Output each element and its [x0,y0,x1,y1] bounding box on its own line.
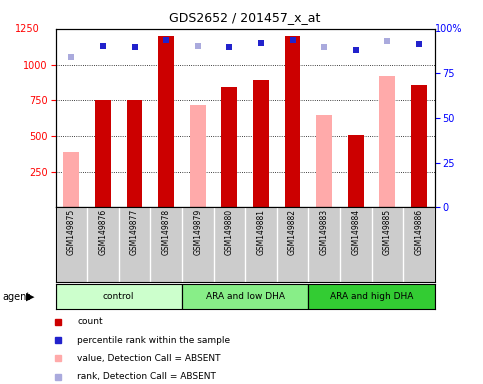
Text: 1250: 1250 [15,24,40,34]
Point [289,36,297,43]
Text: ARA and high DHA: ARA and high DHA [330,292,413,301]
Text: GSM149877: GSM149877 [130,209,139,255]
Point [257,40,265,46]
Point [162,36,170,43]
Text: rank, Detection Call = ABSENT: rank, Detection Call = ABSENT [77,372,216,381]
Bar [182,284,308,309]
Text: GSM149875: GSM149875 [67,209,76,255]
Text: GDS2652 / 201457_x_at: GDS2652 / 201457_x_at [170,12,321,25]
Text: GSM149879: GSM149879 [193,209,202,255]
Point [68,54,75,60]
Text: GSM149880: GSM149880 [225,209,234,255]
Text: GSM149881: GSM149881 [256,209,266,255]
Text: GSM149882: GSM149882 [288,209,297,255]
Bar [380,76,395,207]
Point [131,44,139,50]
Text: GSM149886: GSM149886 [414,209,424,255]
Text: count: count [77,318,103,326]
Bar [284,36,300,207]
Bar [308,284,435,309]
Bar [63,152,79,207]
Bar [348,134,364,207]
Text: percentile rank within the sample: percentile rank within the sample [77,336,230,345]
Point [384,38,391,44]
Point [352,46,359,53]
Point [226,43,233,50]
Bar [190,104,206,207]
Bar [411,84,427,207]
Text: control: control [103,292,134,301]
Point [320,44,328,50]
Text: value, Detection Call = ABSENT: value, Detection Call = ABSENT [77,354,221,363]
Text: GSM149878: GSM149878 [162,209,170,255]
Bar [253,80,269,207]
Text: GSM149876: GSM149876 [99,209,107,255]
Point [99,43,107,49]
Text: agent: agent [2,291,30,302]
Text: 100%: 100% [435,24,462,34]
Bar [127,100,142,207]
Text: GSM149884: GSM149884 [351,209,360,255]
Bar [221,88,237,207]
Text: GSM149885: GSM149885 [383,209,392,255]
Bar [158,36,174,207]
Bar [316,114,332,207]
Bar [56,284,182,309]
Point [194,43,201,49]
Text: ▶: ▶ [26,291,34,302]
Text: GSM149883: GSM149883 [320,209,328,255]
Text: ARA and low DHA: ARA and low DHA [206,292,284,301]
Bar [95,100,111,207]
Point [415,41,423,47]
